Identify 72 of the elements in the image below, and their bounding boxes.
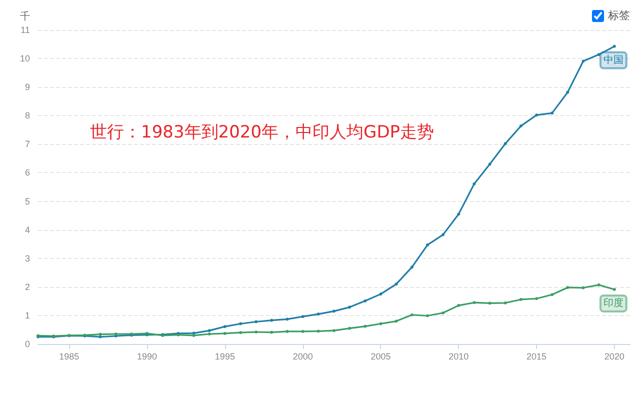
y-tick-label: 5 [24,196,30,206]
point [348,326,352,330]
x-tick-label: 2015 [526,352,547,362]
annotation: 世行：1983年到2020年，中印人均GDP走势 [90,122,434,142]
x-tick-label: 1985 [59,352,80,362]
point [286,330,289,333]
point [582,60,585,63]
point [410,266,414,269]
point [239,331,242,334]
series-label: 印度 [603,296,624,309]
y-tick-label: 2 [24,282,30,292]
point [550,293,554,296]
point [332,310,336,313]
point [488,162,492,166]
x-tick-label: 2010 [448,352,469,362]
y-tick-label: 10 [20,54,30,64]
point [457,212,460,216]
y-tick-label: 1 [24,310,30,320]
y-tick-label: 3 [24,253,30,264]
point [535,297,538,300]
point [488,302,492,305]
point [535,114,538,117]
y-tick-label: 7 [24,139,30,150]
y-tick-label: 4 [24,224,30,235]
y-tick-label: 9 [24,82,30,92]
y-axis-title: 千 [20,10,30,22]
point [442,233,445,236]
point [597,53,600,56]
point [223,332,226,335]
point [270,318,274,322]
x-tick-label: 2020 [604,352,624,362]
point [550,112,554,115]
series-label: 中国 [603,54,624,66]
point [426,243,429,246]
point [254,320,258,324]
point [223,325,226,328]
y-tick-label: 6 [24,168,30,178]
x-tick-label: 1990 [137,352,158,362]
point [472,182,476,186]
point [301,315,304,318]
point [582,286,585,290]
point [239,322,242,326]
point [426,314,429,318]
point [364,324,367,328]
text: 标签 [608,8,630,23]
point [566,90,570,94]
point [316,330,320,333]
point [364,299,367,302]
point [597,283,600,286]
point [504,142,507,146]
y-tick-label: 11 [20,25,30,35]
x-tick-label: 2000 [292,352,313,362]
point [394,282,398,286]
point [208,329,211,332]
y-tick-label: 8 [24,110,30,121]
point [504,301,507,304]
point [379,322,382,326]
point [301,330,304,333]
point [348,306,352,309]
point [332,329,336,332]
point [612,44,616,48]
point [98,332,102,336]
point [410,313,414,316]
point [472,301,476,304]
point [519,124,522,128]
point [379,292,382,296]
point [394,320,398,323]
point [442,311,445,314]
point [270,330,274,334]
x-tick-label: 2005 [370,352,391,362]
y-tick-label: 0 [24,339,30,349]
x-tick-label: 1995 [214,352,235,362]
